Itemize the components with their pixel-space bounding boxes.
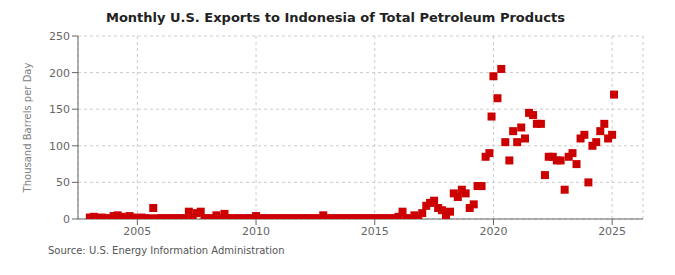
svg-text:100: 100: [49, 140, 70, 153]
svg-text:2020: 2020: [479, 225, 507, 238]
svg-text:250: 250: [49, 30, 70, 43]
svg-text:150: 150: [49, 103, 70, 116]
svg-text:2005: 2005: [123, 225, 151, 238]
html-text:Source: U.S. Energy Informatio: Source: U.S. Energy Information Administ…: [48, 245, 285, 256]
svg-text:2010: 2010: [242, 225, 270, 238]
svg-text:0: 0: [63, 213, 70, 226]
svg-text:2015: 2015: [361, 225, 389, 238]
html-text:Monthly U.S. Exports to Indone: Monthly U.S. Exports to Indonesia of Tot…: [106, 10, 565, 25]
svg-text:Thousand Barrels per Day: Thousand Barrels per Day: [22, 63, 33, 194]
svg-text:200: 200: [49, 67, 70, 80]
svg-text:2025: 2025: [598, 225, 626, 238]
svg-text:50: 50: [56, 176, 70, 189]
